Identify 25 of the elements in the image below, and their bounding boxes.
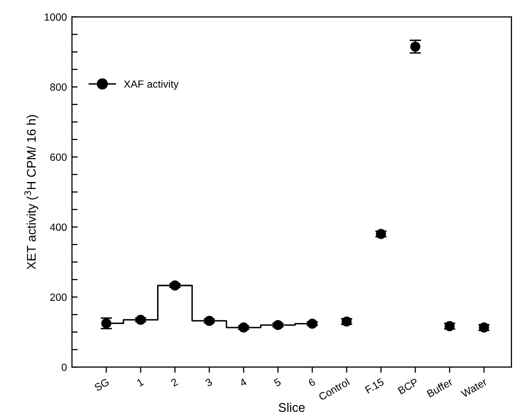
- point: [204, 316, 214, 326]
- x-tick-label: 2: [170, 378, 178, 387]
- y-tick-label: 400: [50, 224, 67, 231]
- y-tick-label: 600: [50, 153, 67, 161]
- y-tick-label: 0: [62, 364, 67, 371]
- y-axis-title: XET activity ($^{3}$H CPM/ 16 h): [24, 115, 38, 270]
- y-tick-label: 800: [50, 83, 67, 91]
- point: [170, 280, 180, 291]
- x-tick-label: 4: [239, 378, 248, 387]
- x-tick-label: 3: [204, 378, 213, 387]
- point: [238, 322, 249, 333]
- x-tick-label: 1: [136, 378, 144, 387]
- x-tick-label: SG: [94, 378, 110, 392]
- x-tick-label: F.15: [364, 378, 384, 394]
- point: [272, 320, 284, 330]
- y-tick-label: 1000: [44, 13, 67, 21]
- point: [307, 318, 318, 329]
- x-tick-label: 6: [308, 378, 316, 387]
- legend-label: XAF activity: [124, 80, 179, 90]
- x-tick-label: 5: [273, 378, 282, 387]
- y-tick-label: 200: [50, 294, 67, 301]
- x-tick-label: BCP: [398, 378, 419, 394]
- point: [136, 314, 146, 325]
- x-axis-title: Slice: [278, 402, 305, 412]
- x-tick-label: Water: [460, 378, 488, 398]
